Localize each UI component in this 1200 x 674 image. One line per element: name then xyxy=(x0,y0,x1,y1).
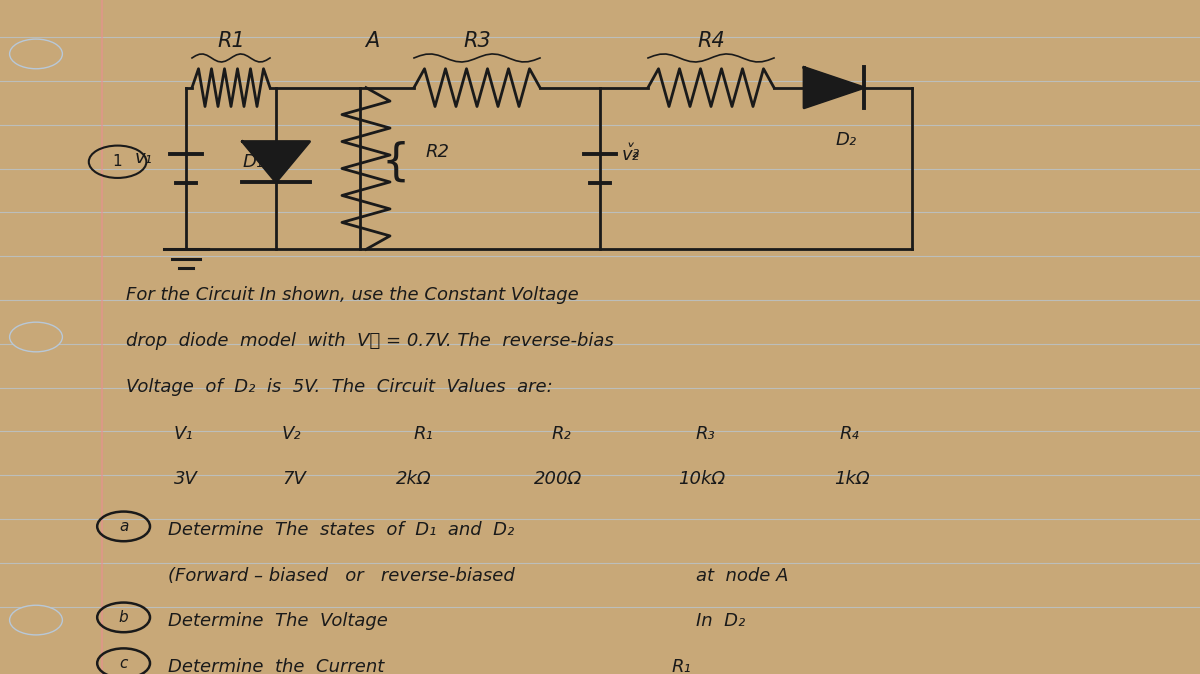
Text: R₁: R₁ xyxy=(672,658,691,674)
FancyBboxPatch shape xyxy=(1158,0,1200,674)
Text: For the Circuit In shown, use the Constant Voltage: For the Circuit In shown, use the Consta… xyxy=(126,286,578,305)
Text: In  D₂: In D₂ xyxy=(696,612,745,630)
Text: c: c xyxy=(120,656,127,671)
Text: R₂: R₂ xyxy=(552,425,571,443)
Text: 3V: 3V xyxy=(174,470,198,489)
Text: R4: R4 xyxy=(697,30,725,51)
Text: 10kΩ: 10kΩ xyxy=(678,470,725,489)
Text: R1: R1 xyxy=(217,30,245,51)
Text: R2: R2 xyxy=(426,143,450,160)
Text: {: { xyxy=(382,140,410,183)
Text: v₁: v₁ xyxy=(136,150,152,167)
Polygon shape xyxy=(804,67,864,108)
Text: V₂: V₂ xyxy=(282,425,301,443)
Text: R₃: R₃ xyxy=(696,425,715,443)
Text: 1: 1 xyxy=(113,154,122,169)
Text: 2kΩ: 2kΩ xyxy=(396,470,432,489)
Text: 7V: 7V xyxy=(282,470,306,489)
Circle shape xyxy=(10,39,62,69)
Circle shape xyxy=(10,605,62,635)
Text: 200Ω: 200Ω xyxy=(534,470,582,489)
Text: a: a xyxy=(119,519,128,534)
Circle shape xyxy=(10,322,62,352)
Text: R₄: R₄ xyxy=(840,425,859,443)
Text: V₁: V₁ xyxy=(174,425,193,443)
Text: at  node A: at node A xyxy=(696,567,788,585)
Text: 1kΩ: 1kΩ xyxy=(834,470,870,489)
Text: D₁: D₁ xyxy=(242,153,264,171)
Text: v₂: v₂ xyxy=(622,146,640,164)
Text: R₁: R₁ xyxy=(414,425,433,443)
Text: Voltage  of  D₂  is  5V.  The  Circuit  Values  are:: Voltage of D₂ is 5V. The Circuit Values … xyxy=(126,378,553,396)
Text: drop  diode  model  with  Vᴯ = 0.7V. The  reverse-bias: drop diode model with Vᴯ = 0.7V. The rev… xyxy=(126,332,613,350)
Text: (Forward – biased   or   reverse-biased: (Forward – biased or reverse-biased xyxy=(168,567,515,585)
Text: Determine  The  states  of  D₁  and  D₂: Determine The states of D₁ and D₂ xyxy=(168,521,515,539)
Text: Determine  The  Voltage: Determine The Voltage xyxy=(168,612,388,630)
Text: R3: R3 xyxy=(463,30,491,51)
Polygon shape xyxy=(242,142,310,182)
Text: ˅₂: ˅₂ xyxy=(624,143,641,160)
Text: A: A xyxy=(365,30,379,51)
Text: b: b xyxy=(119,610,128,625)
Text: D₂: D₂ xyxy=(835,131,857,150)
Text: Determine  the  Current: Determine the Current xyxy=(168,658,384,674)
